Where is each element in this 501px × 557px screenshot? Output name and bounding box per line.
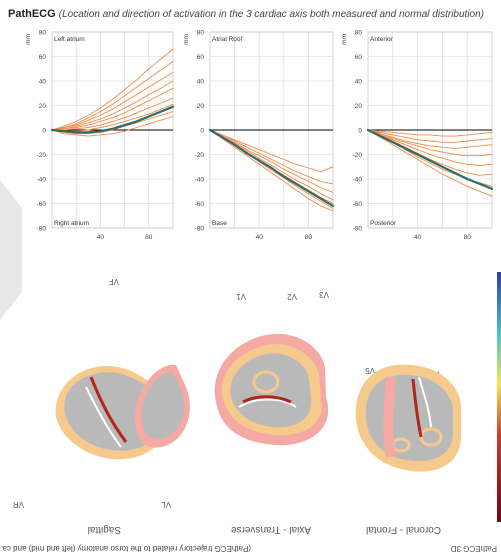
x-tick-label: 80 <box>464 234 472 241</box>
top-region-label: Left atrium <box>54 36 85 43</box>
normal-distribution-line <box>51 71 174 131</box>
chart-subtitle: (Location and direction of activation in… <box>58 9 484 20</box>
y-tick-label: -40 <box>37 177 47 184</box>
x-tick-label: 80 <box>305 234 313 241</box>
normal-distribution-line <box>51 60 174 131</box>
normal-distribution-line <box>51 87 174 131</box>
y-tick-label: -80 <box>353 226 363 233</box>
x-tick-label: 40 <box>414 234 422 241</box>
color-scale-bar <box>497 272 501 522</box>
anatomy-svg <box>55 272 501 522</box>
y-tick-label: 20 <box>197 103 205 110</box>
measured-path-line <box>366 128 494 190</box>
normal-distribution-line <box>209 129 334 212</box>
axial-heart-figure <box>214 333 329 446</box>
y-tick-label: -60 <box>353 201 363 208</box>
normal-distribution-line <box>367 129 493 197</box>
y-tick-label: 0 <box>358 128 362 135</box>
y-tick-label: 60 <box>355 54 363 61</box>
y-tick-label: 60 <box>197 54 205 61</box>
y-tick-label: -80 <box>37 226 47 233</box>
top-region-label: Atrial Roof <box>212 36 243 43</box>
sagittal-heart-figure <box>355 364 461 472</box>
measured-path-line <box>50 105 175 134</box>
y-tick-label: 80 <box>355 30 363 37</box>
y-axis-unit: mm <box>341 34 348 45</box>
brand-title: PathECG <box>8 8 56 20</box>
top-region-label: Anterior <box>370 36 394 43</box>
y-axis-unit: mm <box>25 34 32 45</box>
normal-distribution-line <box>51 111 174 135</box>
y-tick-label: -20 <box>353 152 363 159</box>
y-tick-label: 80 <box>39 30 47 37</box>
x-tick-label: 40 <box>256 234 264 241</box>
y-tick-label: -60 <box>195 201 205 208</box>
pathecg-title: PathECG (Location and direction of activ… <box>8 8 484 20</box>
y-tick-label: -80 <box>195 226 205 233</box>
bottom-region-label: Base <box>212 220 227 227</box>
coronal-heart-figure <box>55 364 190 460</box>
y-tick-label: 40 <box>355 79 363 86</box>
normal-distribution-line <box>367 129 493 137</box>
sidebar-edge-shape <box>0 180 22 320</box>
normal-distribution-line <box>51 80 174 131</box>
y-tick-label: 40 <box>197 79 205 86</box>
y-tick-label: -40 <box>195 177 205 184</box>
normal-distribution-line <box>367 129 493 176</box>
y-tick-label: 60 <box>39 54 47 61</box>
normal-distribution-line <box>51 116 174 137</box>
y-tick-label: -20 <box>195 152 205 159</box>
normal-distribution-line <box>209 129 334 173</box>
normal-distribution-line <box>209 129 334 185</box>
charts-svg: 80 60 40 20 0 -20 -40 -60 -80 40 80 mm Left atrium Ri… <box>25 30 494 241</box>
y-tick-label: -60 <box>37 201 47 208</box>
bottom-region-label: Posterior <box>370 220 397 227</box>
normal-distribution-line <box>367 129 493 157</box>
normal-distribution-line <box>51 97 174 131</box>
normal-distribution-line <box>367 129 493 143</box>
pathecg-3d-section: PathECG 3D (PathECG trajectory related t… <box>0 250 501 557</box>
pathecg-charts-section: PathECG (Location and direction of activ… <box>0 0 501 250</box>
y-tick-label: 0 <box>42 128 46 135</box>
normal-distribution-line <box>367 129 493 149</box>
y-axis-unit: mm <box>183 34 190 45</box>
y-tick-label: 40 <box>39 79 47 86</box>
x-tick-label: 80 <box>145 234 153 241</box>
y-tick-label: 20 <box>39 103 47 110</box>
measured-path-line <box>208 128 335 207</box>
x-tick-label: 40 <box>97 234 105 241</box>
normal-distribution-line <box>51 48 174 131</box>
normal-distribution-line <box>209 129 334 193</box>
y-tick-label: 20 <box>355 103 363 110</box>
y-tick-label: 0 <box>200 128 204 135</box>
y-tick-label: -20 <box>37 152 47 159</box>
y-tick-label: -40 <box>353 177 363 184</box>
y-tick-label: 80 <box>197 30 205 37</box>
normal-distribution-line <box>367 129 493 166</box>
flipped-3d-panel: PathECG 3D (PathECG trajectory related t… <box>0 250 501 557</box>
bottom-region-label: Right atrium <box>54 220 89 227</box>
